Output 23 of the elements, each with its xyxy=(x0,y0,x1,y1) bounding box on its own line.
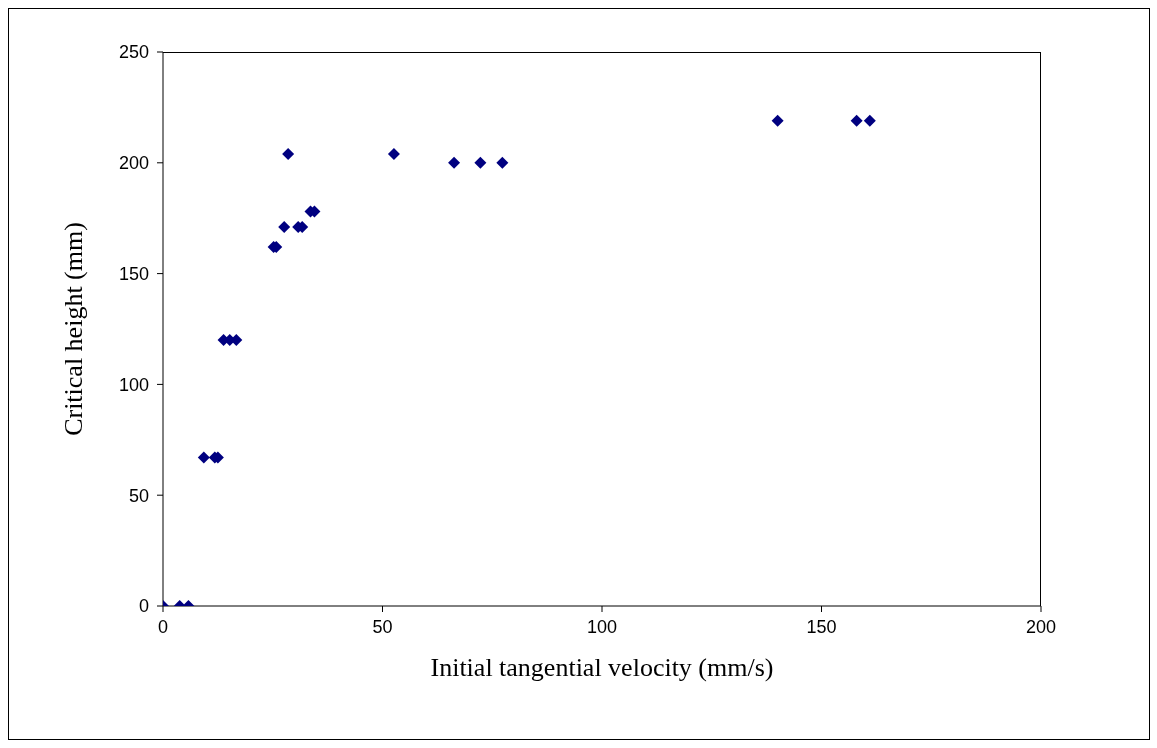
point xyxy=(282,147,295,160)
point xyxy=(278,221,291,234)
point xyxy=(771,114,784,127)
point xyxy=(387,147,400,160)
x-tick-label: 100 xyxy=(586,616,618,637)
y-tick-label: 50 xyxy=(128,485,149,506)
point xyxy=(496,156,509,169)
point xyxy=(850,114,863,127)
x-axis-title: Initial tangential velocity (mm/s) xyxy=(430,653,774,682)
y-tick-label: 150 xyxy=(118,263,149,284)
y-axis-title: Critical height (mm) xyxy=(59,222,89,436)
x-tick-label: 150 xyxy=(806,616,837,637)
point xyxy=(197,451,210,464)
point xyxy=(863,114,876,127)
y-tick-label: 0 xyxy=(138,596,149,617)
point xyxy=(474,156,487,169)
y-tick-label: 250 xyxy=(118,42,149,63)
y-tick-label: 100 xyxy=(118,374,149,395)
x-tick-label: 0 xyxy=(157,616,169,637)
y-tick-label: 200 xyxy=(118,153,149,174)
x-tick-label: 50 xyxy=(372,616,393,637)
x-tick-label: 200 xyxy=(1025,616,1057,637)
point xyxy=(448,156,461,169)
